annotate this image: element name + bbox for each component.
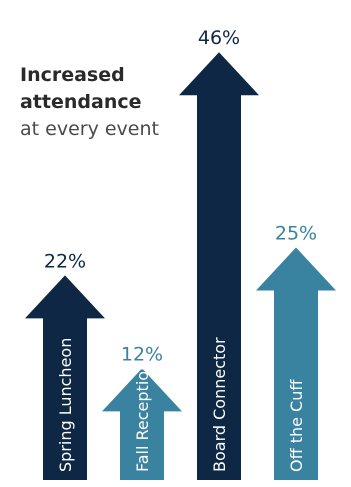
value-labels: 22% 12% 46% 25% [44,27,317,365]
value-label-board-connector: 46% [198,27,240,49]
value-label-spring-luncheon: 22% [44,250,86,272]
category-label-board-connector: Board Connector [210,337,229,472]
category-label-spring-luncheon: Spring Luncheon [56,338,75,472]
value-label-fall-reception: 12% [121,343,163,365]
value-label-off-the-cuff: 25% [275,223,317,245]
arrow-bar-fall-reception [102,368,182,480]
category-label-off-the-cuff: Off the Cuff [287,379,306,472]
category-label-fall-reception: Fall Reception [133,361,152,472]
headline-line-1: Increased [20,64,125,86]
arrow-bar-spring-luncheon [25,275,105,480]
arrow-bar-off-the-cuff [256,247,336,480]
category-labels: Spring Luncheon Fall Reception Board Conne… [56,337,306,472]
arrow-bars [25,52,336,480]
headline-line-3: at every event [20,118,159,140]
arrow-bar-board-connector [179,52,259,480]
chart-headline: Increased attendance at every event [20,62,159,143]
headline-line-2: attendance [20,91,142,113]
